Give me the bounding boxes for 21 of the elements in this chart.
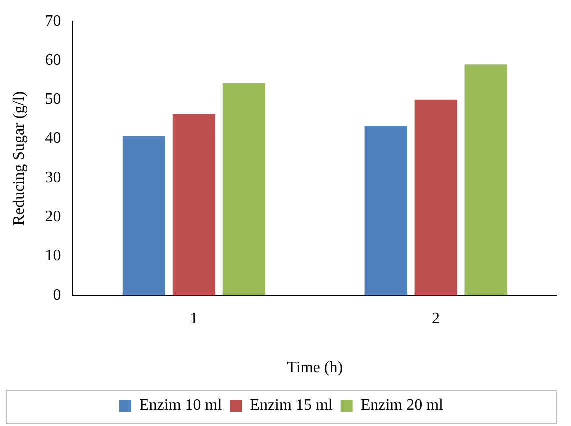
y-tick-label: 50 (45, 91, 62, 108)
y-tick-label: 0 (53, 286, 62, 304)
x-tick-label: 2 (432, 310, 440, 328)
bar (222, 83, 266, 296)
legend-label: Enzim 15 ml (250, 397, 334, 414)
y-tick-label: 30 (45, 169, 62, 186)
x-axis-title: Time (h) (287, 360, 344, 377)
bar (172, 114, 216, 296)
bar (464, 64, 508, 296)
bar (122, 136, 166, 296)
legend-label: Enzim 10 ml (140, 397, 223, 414)
y-tick-label: 60 (45, 52, 62, 69)
y-tick-label: 10 (45, 248, 62, 265)
y-tick-label: 40 (45, 130, 62, 148)
y-tick-label: 20 (45, 208, 62, 226)
x-tick-label: 1 (190, 310, 198, 328)
legend-label: Enzim 20 ml (360, 397, 444, 414)
y-tick-label: 70 (45, 12, 62, 30)
bar (364, 126, 408, 296)
bar (414, 100, 458, 296)
y-axis-title: Reducing Sugar (g/l) (10, 92, 28, 226)
